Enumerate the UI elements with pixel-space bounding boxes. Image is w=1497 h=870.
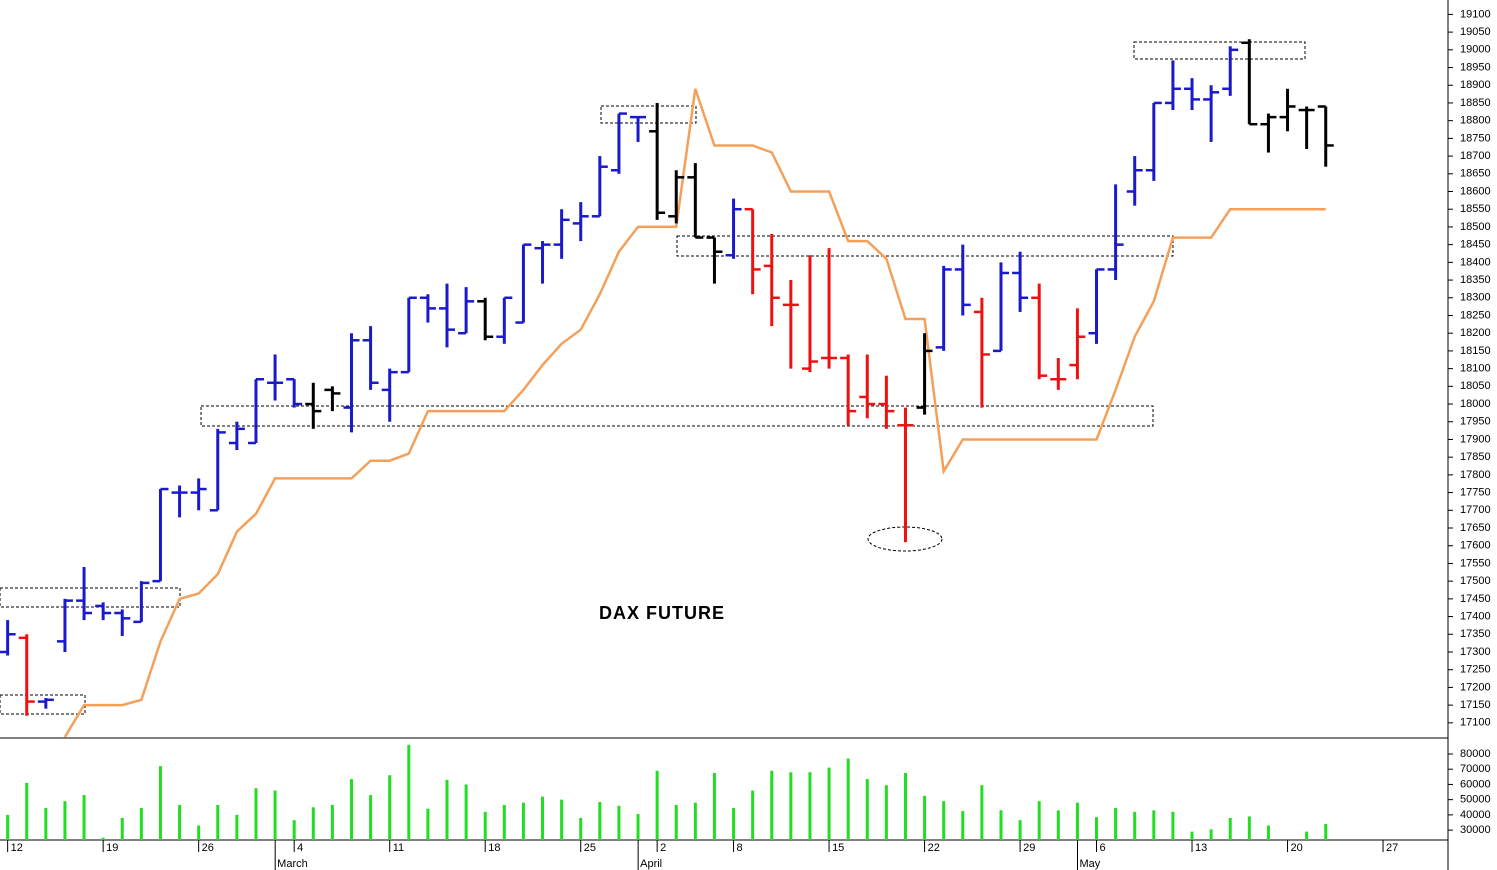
y-tick-label: 19100 [1460, 8, 1491, 20]
y-tick-label: 19000 [1460, 44, 1491, 56]
x-tick-label: 8 [737, 842, 743, 854]
y-tick-label: 17800 [1460, 469, 1491, 481]
x-tick-label: 27 [1386, 842, 1398, 854]
zone-box [676, 235, 1174, 257]
x-tick-label: 19 [106, 842, 118, 854]
zone-box [1133, 41, 1306, 60]
y-tick-label: 17250 [1460, 664, 1491, 676]
x-tick-label: 11 [393, 842, 404, 854]
y-tick-label: 17300 [1460, 646, 1491, 658]
x-tick-label: 22 [928, 842, 940, 854]
zone-box [0, 587, 181, 608]
y-tick-label: 17350 [1460, 628, 1491, 640]
x-tick-label: 20 [1291, 842, 1303, 854]
x-tick-label: 4 [297, 842, 303, 854]
x-tick-label: 29 [1023, 842, 1035, 854]
y-tick-label: 18200 [1460, 327, 1491, 339]
y-tick-label: 18900 [1460, 79, 1491, 91]
volume-tick-label: 70000 [1460, 763, 1491, 775]
y-tick-label: 17700 [1460, 504, 1491, 516]
y-tick-label: 18300 [1460, 292, 1491, 304]
y-tick-label: 18250 [1460, 309, 1491, 321]
y-tick-label: 18350 [1460, 274, 1491, 286]
x-tick-label: 26 [202, 842, 214, 854]
y-tick-label: 17850 [1460, 451, 1491, 463]
month-label: March [277, 858, 308, 870]
y-tick-label: 18050 [1460, 380, 1491, 392]
y-tick-label: 18750 [1460, 132, 1491, 144]
volume-tick-label: 60000 [1460, 778, 1491, 790]
y-tick-label: 18500 [1460, 221, 1491, 233]
y-tick-label: 17650 [1460, 522, 1491, 534]
y-tick-label: 17150 [1460, 699, 1491, 711]
y-tick-label: 17400 [1460, 610, 1491, 622]
y-tick-label: 19050 [1460, 26, 1491, 38]
chart-title: DAX FUTURE [599, 603, 725, 623]
volume-tick-label: 30000 [1460, 824, 1491, 836]
y-tick-label: 18000 [1460, 398, 1491, 410]
month-label: May [1080, 858, 1101, 870]
volume-tick-label: 80000 [1460, 748, 1491, 760]
x-tick-label: 6 [1100, 842, 1106, 854]
month-label: April [640, 858, 662, 870]
y-tick-label: 18600 [1460, 185, 1491, 197]
x-tick-label: 2 [660, 842, 666, 854]
x-tick-label: 15 [832, 842, 844, 854]
y-tick-label: 18150 [1460, 345, 1491, 357]
x-tick-label: 12 [11, 842, 23, 854]
zone-box [200, 405, 1154, 427]
y-tick-label: 18550 [1460, 203, 1491, 215]
y-tick-label: 18100 [1460, 363, 1491, 375]
y-tick-label: 17450 [1460, 593, 1491, 605]
y-tick-label: 17950 [1460, 416, 1491, 428]
y-tick-label: 17900 [1460, 433, 1491, 445]
y-tick-label: 18450 [1460, 239, 1491, 251]
zone-box [0, 694, 86, 715]
support-line [63, 88, 1326, 738]
y-tick-label: 17750 [1460, 486, 1491, 498]
volume-tick-label: 50000 [1460, 794, 1491, 806]
y-tick-label: 18800 [1460, 115, 1491, 127]
y-tick-label: 18850 [1460, 97, 1491, 109]
y-tick-label: 18700 [1460, 150, 1491, 162]
zone-box [600, 105, 697, 124]
y-tick-label: 17550 [1460, 557, 1491, 569]
y-tick-label: 17500 [1460, 575, 1491, 587]
y-tick-label: 17200 [1460, 681, 1491, 693]
y-tick-label: 18400 [1460, 256, 1491, 268]
x-tick-label: 25 [584, 842, 596, 854]
y-tick-label: 17100 [1460, 717, 1491, 729]
y-tick-label: 17600 [1460, 540, 1491, 552]
x-tick-label: 13 [1195, 842, 1207, 854]
x-tick-label: 18 [488, 842, 500, 854]
y-tick-label: 18950 [1460, 61, 1491, 73]
y-tick-label: 18650 [1460, 168, 1491, 180]
volume-tick-label: 40000 [1460, 809, 1491, 821]
